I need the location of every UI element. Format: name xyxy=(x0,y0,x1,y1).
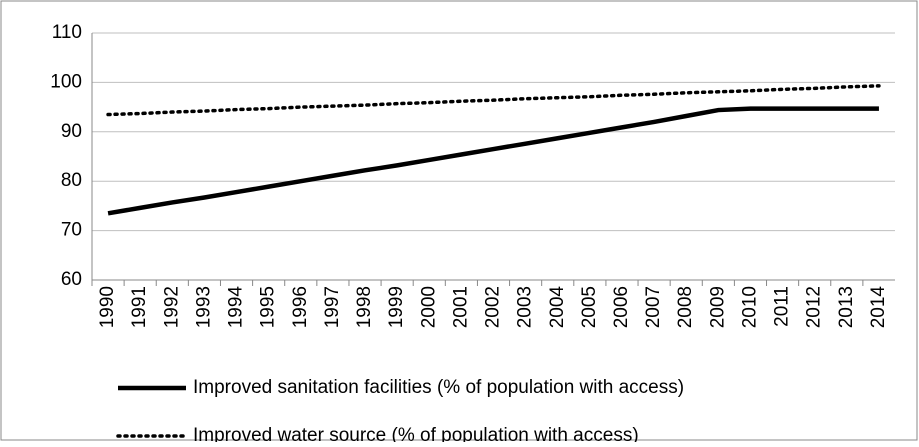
x-tick-label: 1992 xyxy=(161,286,182,328)
y-tick-label: 60 xyxy=(61,269,82,290)
x-tick-label: 2002 xyxy=(483,286,504,328)
x-tick-label: 1998 xyxy=(354,286,375,328)
x-tick-label: 2005 xyxy=(579,286,600,328)
x-tick-label: 1995 xyxy=(258,286,279,328)
y-tick-label: 70 xyxy=(61,220,82,241)
legend-label: Improved water source (% of population w… xyxy=(193,425,639,442)
x-tick-label: 1991 xyxy=(129,286,150,328)
x-tick-label: 2010 xyxy=(739,286,760,328)
x-tick-label: 2001 xyxy=(450,286,471,328)
y-tick-label: 100 xyxy=(50,71,82,92)
x-tick-label: 2004 xyxy=(547,286,568,329)
x-tick-label: 2009 xyxy=(707,286,728,328)
x-tick-label: 2012 xyxy=(804,286,825,328)
y-tick-label: 110 xyxy=(52,22,82,43)
x-tick-label: 1999 xyxy=(386,286,407,328)
x-tick-label: 2003 xyxy=(515,286,536,328)
x-tick-label: 2006 xyxy=(611,286,632,328)
x-tick-label: 1990 xyxy=(97,286,118,328)
x-tick-label: 2014 xyxy=(868,286,889,329)
x-tick-label: 1994 xyxy=(226,286,247,329)
x-tick-label: 1997 xyxy=(322,286,343,328)
x-tick-label: 2013 xyxy=(836,286,857,328)
series-line xyxy=(106,84,881,117)
x-tick-label: 1993 xyxy=(193,286,214,328)
x-tick-label: 2007 xyxy=(643,286,664,328)
x-tick-label: 2000 xyxy=(418,286,439,328)
x-tick-label: 2011 xyxy=(772,286,793,327)
x-tick-label: 2008 xyxy=(675,286,696,328)
series-line xyxy=(107,106,879,216)
legend-label: Improved sanitation facilities (% of pop… xyxy=(193,377,684,398)
x-tick-label: 1996 xyxy=(290,286,311,328)
y-tick-label: 90 xyxy=(61,121,82,142)
y-tick-label: 80 xyxy=(61,170,82,191)
